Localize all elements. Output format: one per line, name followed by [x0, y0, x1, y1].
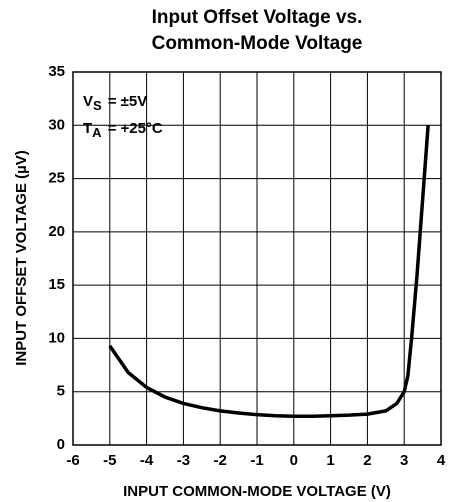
- y-tick-label: 10: [48, 329, 65, 346]
- annotation-symbol: V: [83, 93, 93, 110]
- y-tick-label: 35: [48, 63, 65, 80]
- x-tick-label: -2: [214, 452, 227, 469]
- annotation: TA = +25°C: [83, 120, 163, 140]
- annotation-symbol: T: [83, 120, 92, 137]
- annotation-subscript: S: [93, 98, 102, 113]
- chart-title: Common-Mode Voltage: [152, 33, 363, 54]
- x-axis-label: INPUT COMMON-MODE VOLTAGE (V): [123, 483, 391, 500]
- y-tick-label: 20: [48, 223, 65, 240]
- x-tick-label: 4: [437, 452, 446, 469]
- x-tick-label: -5: [103, 452, 116, 469]
- y-tick-label: 5: [57, 383, 65, 400]
- x-tick-label: 3: [400, 452, 408, 469]
- x-tick-label: 2: [363, 452, 371, 469]
- x-tick-label: -3: [177, 452, 190, 469]
- x-tick-label: 0: [290, 452, 298, 469]
- annotation: VS = ±5V: [83, 93, 147, 113]
- y-tick-label: 25: [48, 170, 65, 187]
- chart-title: Input Offset Voltage vs.: [152, 7, 363, 28]
- y-tick-label: 30: [48, 116, 65, 133]
- x-tick-label: 1: [326, 452, 334, 469]
- x-tick-label: -6: [66, 452, 79, 469]
- plot-frame: [72, 71, 442, 446]
- annotation-text: = ±5V: [108, 93, 148, 110]
- annotation-subscript: A: [92, 125, 102, 140]
- x-tick-label: -4: [140, 452, 154, 469]
- x-tick-label: -1: [250, 452, 263, 469]
- y-axis-label: INPUT OFFSET VOLTAGE (µV): [13, 150, 30, 366]
- y-tick-label: 15: [48, 276, 65, 293]
- line: [108, 125, 430, 418]
- annotation-text: = +25°C: [108, 120, 163, 137]
- y-tick-label: 0: [57, 436, 65, 453]
